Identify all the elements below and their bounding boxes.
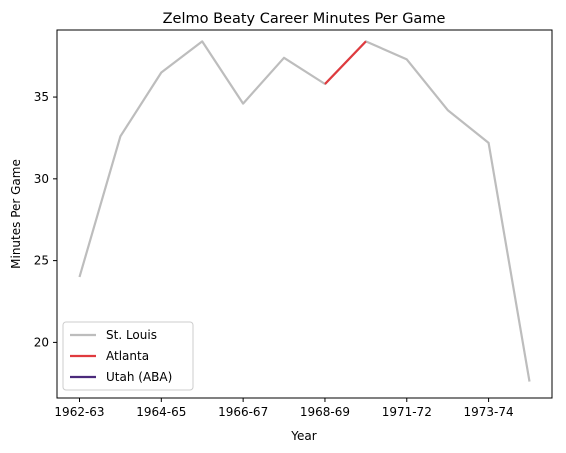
x-tick-label: 1971-72	[382, 405, 432, 419]
legend-box	[62, 321, 194, 391]
y-axis-label: Minutes Per Game	[9, 159, 23, 269]
x-tick-label: 1973-74	[464, 405, 514, 419]
series-line-st-louis	[78, 40, 531, 382]
x-tick-label: 1968-69	[300, 405, 350, 419]
y-axis: 20 25 30 35	[34, 90, 57, 349]
x-tick-label: 1966-67	[218, 405, 268, 419]
legend: St. Louis Atlanta Utah (ABA)	[62, 321, 194, 391]
legend-label: Atlanta	[106, 349, 149, 363]
x-tick-label: 1964-65	[136, 405, 186, 419]
legend-label: Utah (ABA)	[106, 370, 172, 384]
x-axis: 1962-63 1964-65 1966-67 1968-69 1971-72 1973-…	[54, 398, 514, 419]
legend-label: St. Louis	[106, 328, 157, 342]
y-tick-label: 20	[34, 335, 49, 349]
y-tick-label: 30	[34, 172, 49, 186]
chart-title: Zelmo Beaty Career Minutes Per Game	[163, 11, 446, 27]
plot-area	[78, 40, 531, 382]
plot-frame	[56, 29, 553, 399]
y-tick-label: 25	[34, 254, 49, 268]
x-axis-label: Year	[290, 429, 316, 443]
series-line-atlanta	[324, 40, 367, 85]
y-tick-label: 35	[34, 90, 49, 104]
x-tick-label: 1962-63	[54, 405, 104, 419]
